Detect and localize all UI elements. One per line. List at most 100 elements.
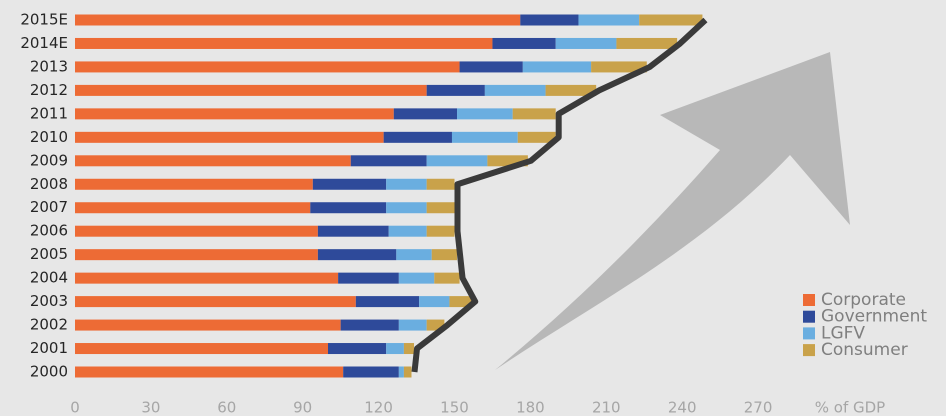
y-tick-label: 2006 xyxy=(30,222,68,240)
y-tick-label: 2003 xyxy=(30,292,68,310)
y-tick-label: 2001 xyxy=(30,339,68,357)
x-tick-label: 240 xyxy=(668,399,697,416)
bar-segment xyxy=(386,178,427,190)
bar-segment xyxy=(75,343,328,355)
bar-segment xyxy=(451,131,518,143)
bar-segment xyxy=(393,108,458,120)
bar-segment xyxy=(545,84,597,96)
x-tick-label: 210 xyxy=(592,399,621,416)
x-axis-label: % of GDP xyxy=(815,399,885,416)
y-tick-label: 2008 xyxy=(30,175,68,193)
x-tick-label: 0 xyxy=(70,399,80,416)
bar-segment xyxy=(75,61,460,73)
bar-segment xyxy=(419,296,450,308)
bar-segment xyxy=(591,61,647,73)
bar-segment xyxy=(386,343,404,355)
y-tick-label: 2010 xyxy=(30,128,68,146)
bar-segment xyxy=(616,37,678,49)
trend-arrow xyxy=(495,52,850,370)
bar-segment xyxy=(517,131,556,143)
legend-swatch xyxy=(803,327,815,340)
bar-segment xyxy=(350,155,427,167)
bar-segment xyxy=(426,155,488,167)
x-tick-label: 60 xyxy=(217,399,236,416)
bar-segment xyxy=(75,155,351,167)
bar-segment xyxy=(75,272,339,284)
bar-segment xyxy=(75,296,356,308)
bar-segment xyxy=(75,37,493,49)
legend-label: Government xyxy=(821,307,927,327)
y-tick-label: 2005 xyxy=(30,245,68,263)
y-tick-label: 2012 xyxy=(30,81,68,99)
bar-segment xyxy=(75,249,318,261)
y-tick-label: 2009 xyxy=(30,151,68,169)
bar-segment xyxy=(398,366,404,378)
bar-segment xyxy=(492,37,556,49)
bar-segment xyxy=(426,84,485,96)
legend-label: LGFV xyxy=(821,323,865,343)
y-tick-label: 2014E xyxy=(20,34,68,52)
y-tick-label: 2000 xyxy=(30,363,68,381)
bar-segment xyxy=(398,272,435,284)
bar-segment xyxy=(75,108,394,120)
bar-segment xyxy=(459,61,523,73)
bar-segment xyxy=(75,178,313,190)
bar-segment xyxy=(75,202,311,214)
bar-segment xyxy=(426,178,455,190)
legend-label: Consumer xyxy=(821,340,908,360)
y-tick-label: 2015E xyxy=(20,11,68,29)
bar-segment xyxy=(328,343,387,355)
bar-segment xyxy=(383,131,452,143)
bar-segment xyxy=(457,108,513,120)
bar-segment xyxy=(75,84,427,96)
bar-segment xyxy=(310,202,387,214)
legend-label: Corporate xyxy=(821,290,906,310)
bar-segment xyxy=(343,366,399,378)
x-tick-label: 270 xyxy=(744,399,773,416)
y-tick-label: 2011 xyxy=(30,104,68,122)
bar-segment xyxy=(522,61,592,73)
bar-segment xyxy=(426,319,445,331)
bar-segment xyxy=(75,225,318,237)
y-tick-label: 2004 xyxy=(30,269,68,287)
x-tick-label: 180 xyxy=(516,399,545,416)
y-tick-label: 2007 xyxy=(30,198,68,216)
bar-segment xyxy=(578,14,640,26)
bar-segment xyxy=(484,84,546,96)
bar-segment xyxy=(386,202,427,214)
total-line xyxy=(411,17,708,373)
bar-segment xyxy=(340,319,399,331)
x-tick-label: 30 xyxy=(141,399,160,416)
y-tick-label: 2013 xyxy=(30,57,68,75)
bar-segment xyxy=(403,343,415,355)
bar-segment xyxy=(555,37,617,49)
bar-segment xyxy=(431,249,458,261)
bar-segment xyxy=(312,178,387,190)
legend-swatch xyxy=(803,344,815,357)
bar-segment xyxy=(75,14,521,26)
bar-segment xyxy=(355,296,420,308)
x-tick-label: 150 xyxy=(440,399,469,416)
bar-segment xyxy=(75,131,384,143)
bar-segment xyxy=(396,249,432,261)
legend-swatch xyxy=(803,294,815,306)
bar-segment xyxy=(317,249,397,261)
bar-segment xyxy=(75,319,341,331)
x-tick-label: 120 xyxy=(364,399,393,416)
bar-segment xyxy=(398,319,427,331)
bar-segment xyxy=(426,202,455,214)
x-tick-label: 90 xyxy=(293,399,312,416)
bar-segment xyxy=(639,14,703,26)
bar-segment xyxy=(487,155,528,167)
y-tick-label: 2002 xyxy=(30,316,68,334)
bar-segment xyxy=(426,225,455,237)
legend-swatch xyxy=(803,310,815,323)
bar-segment xyxy=(512,108,556,120)
bar-segment xyxy=(520,14,579,26)
bar-segment xyxy=(338,272,399,284)
bar-segment xyxy=(403,366,412,378)
bar-segment xyxy=(449,296,473,308)
bar-segment xyxy=(317,225,389,237)
bar-segment xyxy=(75,366,344,378)
